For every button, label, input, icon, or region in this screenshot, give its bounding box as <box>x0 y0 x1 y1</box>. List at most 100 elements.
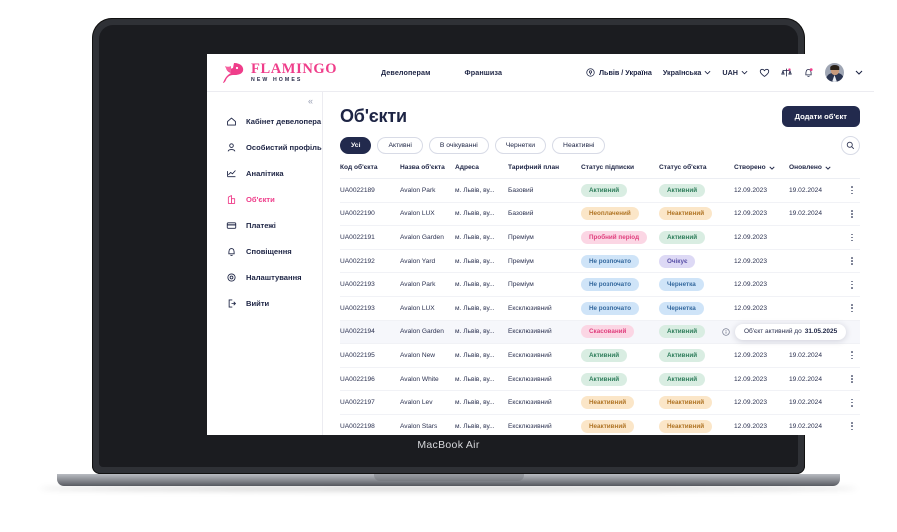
cell-code: UA0022194 <box>340 320 400 345</box>
sidebar-item-objects[interactable]: Об'єкти <box>207 186 322 212</box>
sidebar-item-analytics[interactable]: Аналітика <box>207 160 322 186</box>
brand-name: FLAMINGO <box>251 60 338 77</box>
sidebar-item-settings[interactable]: Налаштування <box>207 264 322 290</box>
status-badge: Активний <box>659 230 706 244</box>
cell-subscription-status: Неактивний <box>581 414 659 435</box>
cell-actions[interactable] <box>844 367 860 392</box>
cell-name: Avalon Garden <box>400 225 455 250</box>
sidebar-item-notifications[interactable]: Сповіщення <box>207 238 322 264</box>
col-address: Адреса <box>455 164 508 179</box>
cell-actions[interactable] <box>844 249 860 274</box>
table-row[interactable]: UA0022190 Avalon LUX м. Львів, ву... Базови… <box>340 202 860 227</box>
language-selector[interactable]: Українська <box>663 68 712 77</box>
cell-actions[interactable] <box>844 225 860 250</box>
sidebar-collapse-icon[interactable]: « <box>307 96 313 106</box>
row-menu-icon[interactable] <box>844 257 860 266</box>
notification-bell-icon[interactable] <box>803 67 814 78</box>
row-menu-icon[interactable] <box>844 186 860 195</box>
cell-subscription-status: Не розпочато <box>581 296 659 321</box>
row-menu-icon[interactable] <box>844 398 860 407</box>
cell-code: UA0022189 <box>340 178 400 203</box>
row-menu-icon[interactable] <box>844 304 860 313</box>
table-row[interactable]: UA0022193 Avalon Park м. Львів, ву... Премі… <box>340 272 860 297</box>
sidebar-item-label: Платежі <box>246 220 276 230</box>
cell-actions[interactable] <box>844 272 860 297</box>
filter-chip-pending[interactable]: В очікуванні <box>428 137 489 154</box>
cell-actions[interactable] <box>844 320 860 345</box>
cell-created: 12.09.2023 <box>734 390 789 415</box>
table-row[interactable]: UA0022196 Avalon White м. Львів, ву... Екск… <box>340 367 860 392</box>
status-badge: Активний <box>581 372 628 386</box>
cell-plan: Преміум <box>508 225 581 250</box>
filter-chip-inactive[interactable]: Неактивні <box>552 137 606 154</box>
sidebar-item-personal-profile[interactable]: Особистий профіль <box>207 134 322 160</box>
row-menu-icon[interactable] <box>844 209 860 218</box>
cell-code: UA0022191 <box>340 225 400 250</box>
row-menu-icon[interactable] <box>844 280 860 289</box>
sidebar-item-developer-cabinet[interactable]: Кабінет девелопера <box>207 108 322 134</box>
nav-link-developers[interactable]: Девелоперам <box>381 68 431 77</box>
row-menu-icon[interactable] <box>844 233 860 242</box>
cell-code: UA0022197 <box>340 390 400 415</box>
user-avatar[interactable] <box>825 63 844 82</box>
add-object-button[interactable]: Додати об'єкт <box>781 106 860 127</box>
location-label: Львів / Україна <box>599 68 652 77</box>
filter-chip-all[interactable]: Усі <box>340 137 372 154</box>
row-menu-icon[interactable] <box>844 375 860 384</box>
row-menu-icon[interactable] <box>844 422 860 431</box>
currency-selector[interactable]: UAH <box>722 68 748 77</box>
info-circle-icon[interactable] <box>722 328 730 336</box>
nav-link-franchise[interactable]: Франшиза <box>464 68 503 77</box>
cell-name: Avalon Lev <box>400 390 455 415</box>
heart-icon[interactable] <box>759 67 770 78</box>
cell-updated: 19.02.2024 <box>789 178 844 203</box>
cell-object-status: Активний <box>659 178 734 203</box>
cell-name: Avalon Park <box>400 272 455 297</box>
cell-code: UA0022192 <box>340 249 400 274</box>
brand-logo[interactable]: FLAMINGO NEW HOMES <box>207 62 357 84</box>
table-row[interactable]: UA0022191 Avalon Garden м. Львів, ву... Пре… <box>340 225 860 250</box>
filter-chip-active[interactable]: Активні <box>377 137 423 154</box>
cell-actions[interactable] <box>844 343 860 368</box>
nav-links: Девелоперам Франшиза <box>381 68 502 77</box>
col-created[interactable]: Створено <box>734 164 789 179</box>
sidebar-item-payments[interactable]: Платежі <box>207 212 322 238</box>
table-row[interactable]: UA0022198 Avalon Stars м. Львів, ву... Екск… <box>340 414 860 435</box>
chevron-down-icon[interactable] <box>855 70 863 75</box>
cell-created: 12.09.2023 <box>734 414 789 435</box>
table-row[interactable]: UA0022193 Avalon LUX м. Львів, ву... Ексклю… <box>340 296 860 321</box>
col-updated[interactable]: Оновлено <box>789 164 844 179</box>
table-row[interactable]: UA0022192 Avalon Yard м. Львів, ву... Премі… <box>340 249 860 274</box>
table-row[interactable]: UA0022195 Avalon New м. Львів, ву... Ексклю… <box>340 343 860 368</box>
cell-name: Avalon New <box>400 343 455 368</box>
status-badge: Скасований <box>581 325 635 339</box>
cell-code: UA0022198 <box>340 414 400 435</box>
location-selector[interactable]: Львів / Україна <box>586 68 652 77</box>
status-badge: Активний <box>659 348 706 362</box>
cell-actions[interactable] <box>844 390 860 415</box>
table-row[interactable]: UA0022189 Avalon Park м. Львів, ву... Базов… <box>340 178 860 203</box>
status-badge: Не розпочато <box>581 278 640 292</box>
row-menu-icon[interactable] <box>844 351 860 360</box>
cell-subscription-status: Не розпочато <box>581 272 659 297</box>
cell-actions[interactable] <box>844 202 860 227</box>
logout-icon <box>226 298 237 309</box>
sidebar-item-logout[interactable]: Вийти <box>207 290 322 316</box>
cell-plan: Ексклюзивний <box>508 296 581 321</box>
cell-address: м. Львів, ву... <box>455 296 508 321</box>
cell-plan: Ексклюзивний <box>508 367 581 392</box>
col-plan: Тарифний план <box>508 164 581 179</box>
search-button[interactable] <box>841 136 860 155</box>
status-badge: Чернетка <box>659 278 704 292</box>
cell-actions[interactable] <box>844 178 860 203</box>
cell-actions[interactable] <box>844 414 860 435</box>
chevron-down-icon <box>741 70 748 75</box>
compare-scales-icon[interactable] <box>781 67 792 78</box>
filter-chip-drafts[interactable]: Чернетки <box>494 137 547 154</box>
buildings-icon <box>226 194 237 205</box>
col-actions <box>844 164 860 179</box>
cell-plan: Ексклюзивний <box>508 320 581 345</box>
page-header: Об'єкти Додати об'єкт <box>340 106 860 127</box>
table-row[interactable]: UA0022197 Avalon Lev м. Львів, ву... Ексклю… <box>340 390 860 415</box>
cell-actions[interactable] <box>844 296 860 321</box>
